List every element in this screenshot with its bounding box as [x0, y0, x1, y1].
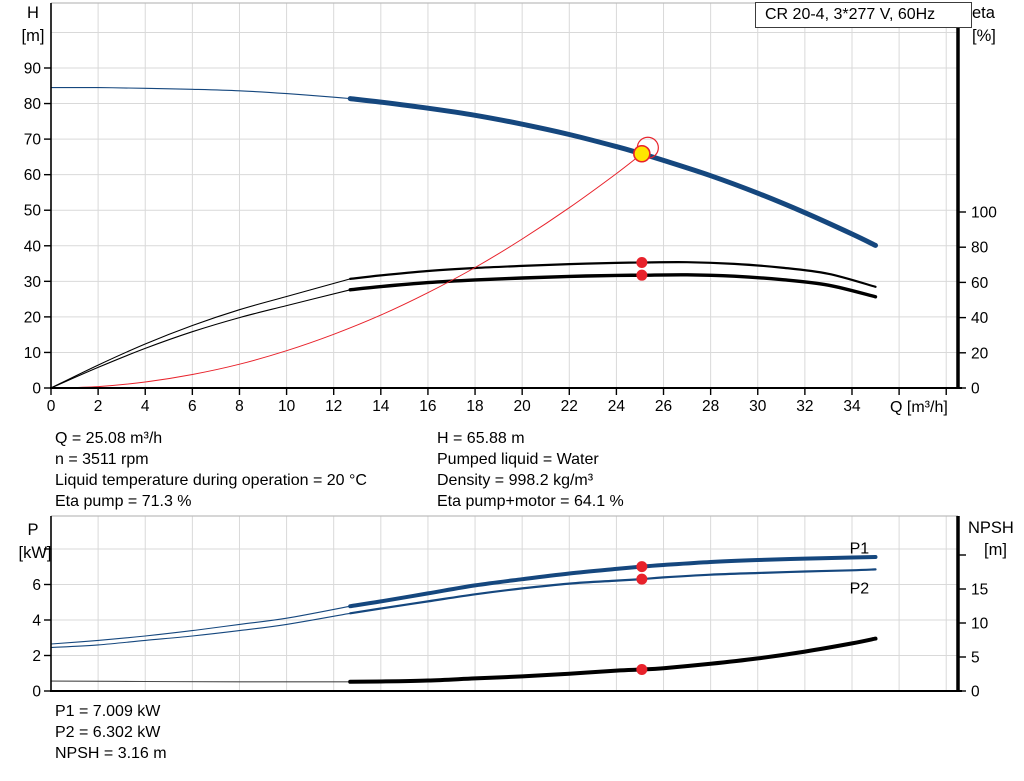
- duty-point-marker: [633, 144, 651, 163]
- svg-text:4: 4: [141, 398, 150, 415]
- system-curve: [50, 153, 643, 389]
- flow-value: Q = 25.08 m³/h: [55, 430, 163, 447]
- p1-curve-thin: [50, 605, 351, 645]
- p2-value: P2 = 6.302 kW: [55, 724, 161, 741]
- svg-text:8: 8: [235, 398, 244, 415]
- svg-text:30: 30: [24, 274, 42, 291]
- npsh-value: NPSH = 3.16 m: [55, 745, 167, 762]
- svg-text:6: 6: [32, 577, 41, 594]
- svg-text:20: 20: [24, 309, 42, 326]
- svg-text:32: 32: [796, 398, 813, 415]
- p2-curve: [349, 568, 877, 615]
- svg-text:100: 100: [971, 205, 997, 222]
- pw-gridlines: [51, 515, 958, 691]
- npsh-curve-thin: [50, 680, 351, 683]
- svg-text:[m]: [m]: [22, 27, 45, 45]
- pw-axis-labels: P [kW] NPSH [m]: [19, 519, 1014, 562]
- npsh-curve: [348, 636, 878, 684]
- eta-pump-value: Eta pump = 71.3 %: [55, 493, 192, 510]
- svg-text:80: 80: [24, 96, 42, 113]
- eta-pump-motor-curve: [348, 273, 878, 299]
- svg-text:60: 60: [971, 275, 989, 292]
- svg-text:[kW]: [kW]: [19, 544, 52, 562]
- svg-text:16: 16: [419, 398, 436, 415]
- svg-text:P: P: [27, 521, 38, 539]
- svg-text:22: 22: [561, 398, 578, 415]
- eta-pump-curve-thin: [50, 278, 351, 389]
- svg-text:[%]: [%]: [972, 27, 996, 45]
- pump-curve-thin: [50, 86, 351, 100]
- svg-text:40: 40: [971, 310, 989, 327]
- svg-text:18: 18: [466, 398, 483, 415]
- svg-text:0: 0: [971, 381, 980, 398]
- svg-text:50: 50: [24, 203, 42, 220]
- svg-text:10: 10: [971, 616, 989, 633]
- eta-pump-curve: [349, 261, 877, 288]
- svg-text:0: 0: [47, 398, 56, 415]
- svg-text:5: 5: [971, 650, 980, 667]
- svg-text:20: 20: [971, 345, 989, 362]
- duty-dot-marker: [636, 257, 648, 269]
- svg-text:34: 34: [843, 398, 861, 415]
- svg-text:2: 2: [94, 398, 103, 415]
- pump-curve: [347, 96, 878, 248]
- head-value: H = 65.88 m: [437, 430, 525, 447]
- speed-value: n = 3511 rpm: [55, 451, 149, 468]
- eta-pump-motor-curve-thin: [50, 289, 351, 389]
- svg-text:26: 26: [655, 398, 672, 415]
- svg-text:2: 2: [32, 648, 41, 665]
- svg-text:H: H: [27, 4, 39, 22]
- pump-model-label: CR 20-4, 3*277 V, 60Hz: [765, 6, 936, 23]
- duty-dot-marker: [636, 664, 648, 676]
- svg-text:14: 14: [372, 398, 390, 415]
- svg-text:12: 12: [325, 398, 342, 415]
- svg-text:15: 15: [971, 582, 988, 599]
- svg-text:30: 30: [749, 398, 767, 415]
- svg-text:24: 24: [608, 398, 626, 415]
- svg-text:10: 10: [278, 398, 296, 415]
- qh-axis-labels: H [m] eta [%]: [22, 4, 996, 45]
- svg-text:28: 28: [702, 398, 719, 415]
- pump-model-box: CR 20-4, 3*277 V, 60Hz: [755, 2, 972, 28]
- duty-dot-marker: [636, 269, 648, 281]
- svg-text:4: 4: [32, 613, 41, 630]
- svg-text:90: 90: [24, 60, 42, 77]
- power-npsh-chart: P1 P2 0 2 4 6 0 5 10 15 P [kW] NPSH [m]: [19, 515, 1014, 701]
- p1-value: P1 = 7.009 kW: [55, 703, 161, 720]
- duty-data-left-column: Q = 25.08 m³/h n = 3511 rpm Liquid tempe…: [55, 428, 367, 512]
- svg-text:[m]: [m]: [984, 541, 1007, 559]
- svg-text:0: 0: [971, 684, 980, 701]
- power-data-column: P1 = 7.009 kW P2 = 6.302 kW NPSH = 3.16 …: [55, 701, 167, 764]
- svg-text:60: 60: [24, 167, 42, 184]
- pumped-liquid-value: Pumped liquid = Water: [437, 451, 599, 468]
- p2-curve-thin: [50, 612, 351, 649]
- svg-text:80: 80: [971, 240, 989, 257]
- x-axis-unit-label: Q [m³/h]: [890, 399, 948, 416]
- duty-dot-marker: [636, 573, 648, 585]
- pw-axes: 0 2 4 6 0 5 10 15: [32, 516, 989, 701]
- liquid-temperature-value: Liquid temperature during operation = 20…: [55, 472, 367, 489]
- p1-curve-label: P1: [850, 540, 870, 557]
- p2-curve-label: P2: [850, 580, 870, 597]
- density-value: Density = 998.2 kg/m³: [437, 472, 594, 489]
- p1-curve: [348, 555, 878, 609]
- svg-text:10: 10: [24, 345, 42, 362]
- svg-text:20: 20: [514, 398, 532, 415]
- duty-dot-marker: [636, 561, 648, 573]
- duty-data-right-column: H = 65.88 m Pumped liquid = Water Densit…: [437, 428, 624, 512]
- svg-text:NPSH: NPSH: [968, 519, 1014, 537]
- svg-text:0: 0: [32, 684, 41, 701]
- svg-text:eta: eta: [972, 4, 996, 22]
- qh-gridlines: [51, 2, 958, 388]
- svg-text:40: 40: [24, 238, 42, 255]
- svg-text:6: 6: [188, 398, 197, 415]
- eta-pump-motor-value: Eta pump+motor = 64.1 %: [437, 493, 624, 510]
- svg-text:0: 0: [32, 381, 41, 398]
- svg-text:70: 70: [24, 132, 42, 149]
